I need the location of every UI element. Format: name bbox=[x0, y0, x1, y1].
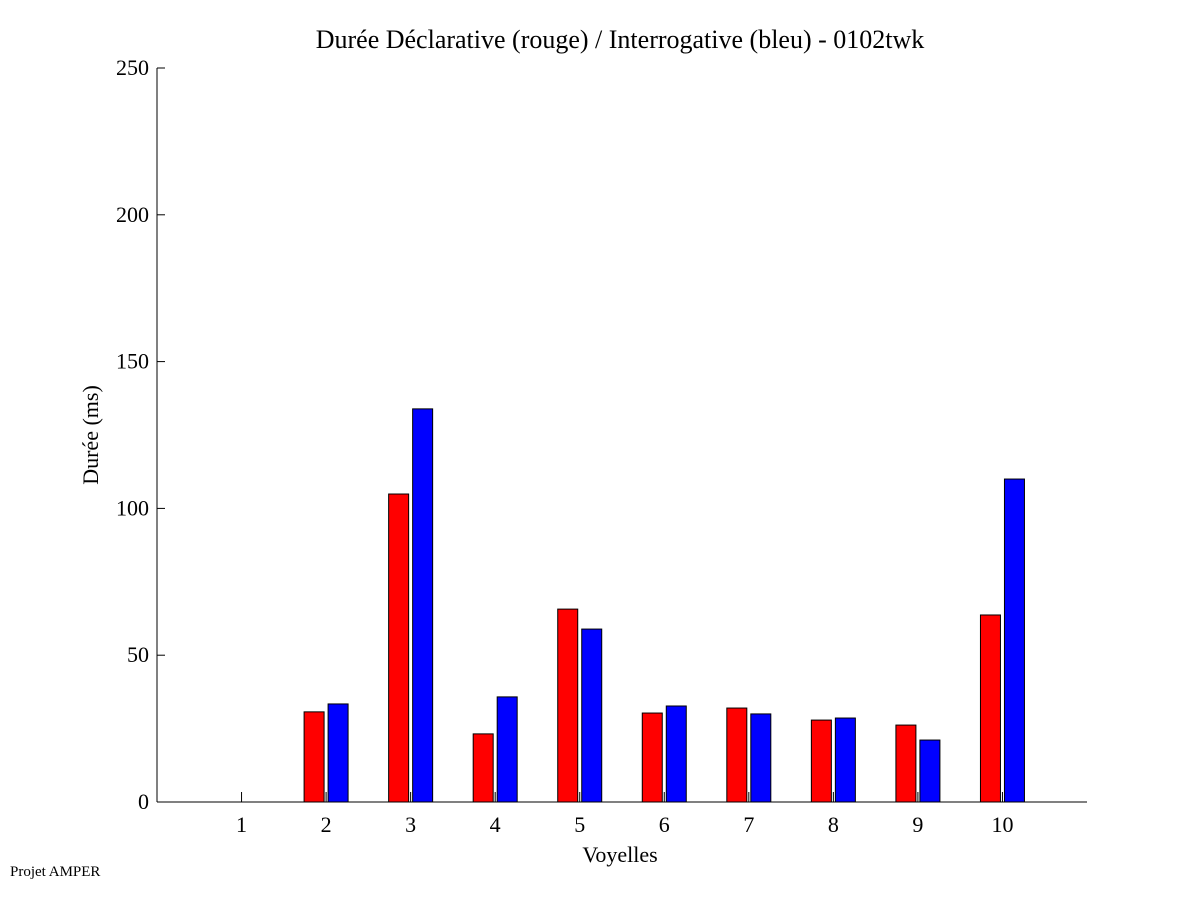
bar-blue-9 bbox=[919, 739, 941, 803]
x-tick-label: 8 bbox=[828, 812, 839, 837]
x-tick-label: 10 bbox=[991, 812, 1013, 837]
y-tick-label: 100 bbox=[116, 495, 149, 520]
chart-title: Durée Déclarative (rouge) / Interrogativ… bbox=[316, 25, 925, 54]
y-tick-label: 250 bbox=[116, 55, 149, 80]
bar-blue-3 bbox=[412, 408, 434, 803]
bar-red-8 bbox=[810, 719, 832, 803]
bar-blue-5 bbox=[581, 628, 603, 803]
bar-red-4 bbox=[472, 733, 494, 803]
bar-red-3 bbox=[388, 493, 410, 803]
bar-blue-7 bbox=[750, 713, 772, 803]
x-tick-label: 6 bbox=[659, 812, 670, 837]
y-tick-label: 150 bbox=[116, 349, 149, 374]
x-tick-label: 4 bbox=[490, 812, 501, 837]
y-tick-label: 200 bbox=[116, 202, 149, 227]
x-tick-label: 9 bbox=[912, 812, 923, 837]
x-tick-label: 5 bbox=[574, 812, 585, 837]
x-axis-label: Voyelles bbox=[582, 842, 657, 867]
bar-red-7 bbox=[726, 707, 748, 803]
bar-red-9 bbox=[895, 724, 917, 803]
y-tick-label: 0 bbox=[138, 789, 149, 814]
bar-blue-8 bbox=[834, 717, 856, 803]
x-tick-label: 7 bbox=[743, 812, 754, 837]
y-tick-label: 50 bbox=[127, 642, 149, 667]
bar-red-5 bbox=[557, 608, 579, 803]
y-axis-label: Durée (ms) bbox=[78, 385, 103, 485]
bar-red-2 bbox=[303, 711, 325, 803]
x-tick-label: 1 bbox=[236, 812, 247, 837]
footer-credit: Projet AMPER bbox=[10, 864, 101, 880]
bar-red-10 bbox=[979, 614, 1001, 803]
bar-blue-6 bbox=[665, 705, 687, 803]
x-tick-label: 2 bbox=[321, 812, 332, 837]
bar-blue-2 bbox=[327, 703, 349, 803]
x-tick-label: 3 bbox=[405, 812, 416, 837]
bar-blue-4 bbox=[496, 696, 518, 803]
bar-red-6 bbox=[641, 712, 663, 803]
bar-blue-10 bbox=[1003, 478, 1025, 803]
